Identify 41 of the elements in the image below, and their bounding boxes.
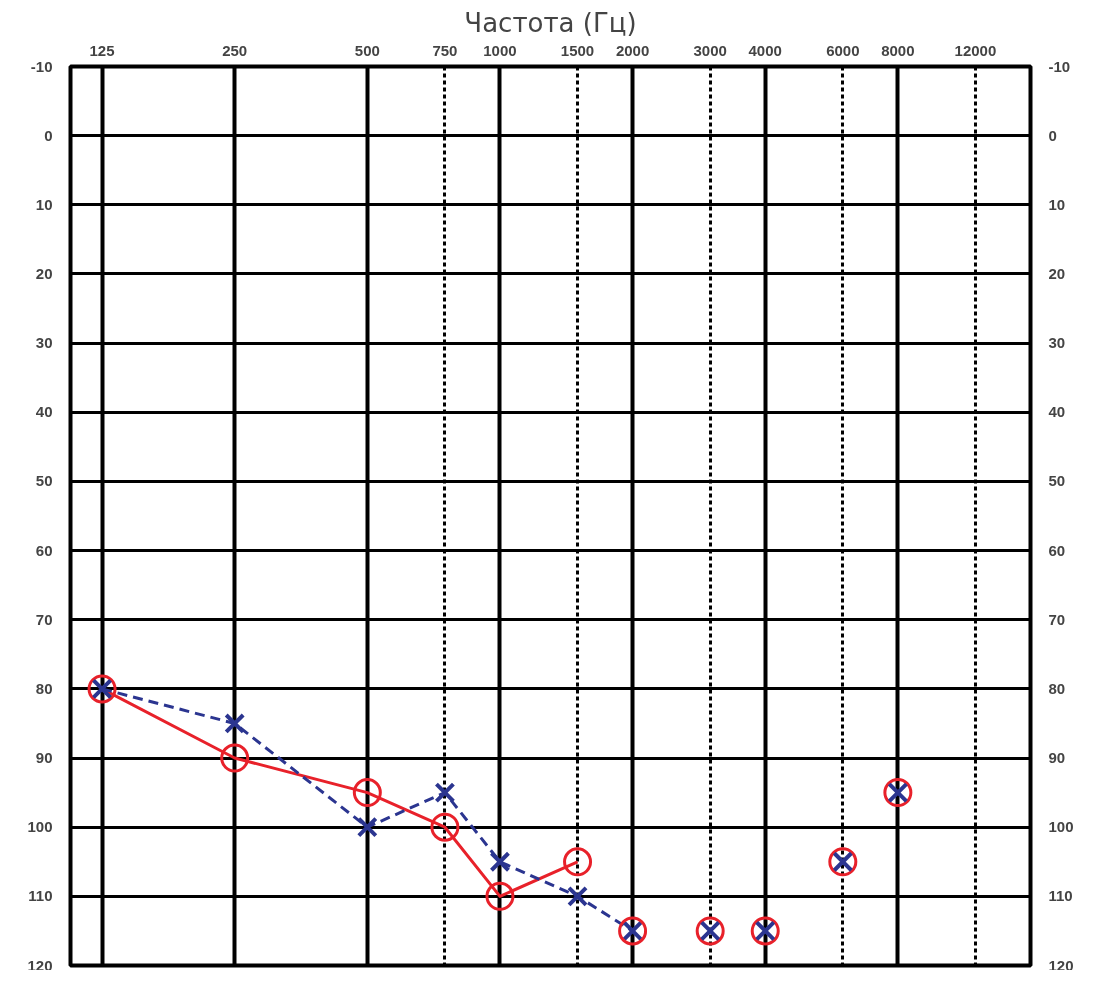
x-tick-label: 1500 xyxy=(560,41,595,59)
x-tick-label: 6000 xyxy=(826,41,860,59)
y-tick-label: 30 xyxy=(35,334,53,352)
y-tick-label: 120 xyxy=(27,956,53,974)
y-tick-label: 40 xyxy=(35,403,53,421)
y2-tick-label: 10 xyxy=(1048,195,1066,213)
y2-tick-label: 80 xyxy=(1048,679,1066,697)
y-tick-label: 50 xyxy=(35,472,53,490)
y2-tick-label: 120 xyxy=(1048,956,1074,974)
y-tick-label: -10 xyxy=(30,57,53,75)
x-tick-label: 1000 xyxy=(483,41,517,59)
y2-tick-label: 50 xyxy=(1048,472,1066,490)
y-tick-label: 100 xyxy=(27,818,53,836)
x-tick-label: 125 xyxy=(89,41,115,59)
x-tick-label: 12000 xyxy=(954,41,997,59)
y2-tick-label: 70 xyxy=(1048,610,1066,628)
y2-tick-label: 40 xyxy=(1048,403,1066,421)
x-tick-label: 3000 xyxy=(693,41,727,59)
y-tick-label: 80 xyxy=(35,679,53,697)
x-tick-label: 4000 xyxy=(748,41,782,59)
x-tick-label: 250 xyxy=(222,41,248,59)
y2-tick-label: 0 xyxy=(1048,126,1057,144)
y-tick-label: 90 xyxy=(35,749,53,767)
y2-tick-label: 90 xyxy=(1048,749,1066,767)
x-tick-label: 2000 xyxy=(615,41,650,59)
y-tick-label: 110 xyxy=(28,887,53,905)
y-tick-label: 10 xyxy=(35,195,53,213)
y2-tick-label: -10 xyxy=(1048,57,1071,75)
y2-tick-label: 30 xyxy=(1048,334,1066,352)
y2-tick-label: 20 xyxy=(1048,264,1066,282)
y-tick-label: 60 xyxy=(35,541,53,559)
y2-tick-label: 110 xyxy=(1048,887,1073,905)
x-tick-label: 8000 xyxy=(881,41,915,59)
y2-tick-label: 100 xyxy=(1048,818,1074,836)
x-tick-label: 750 xyxy=(432,41,458,59)
chart-title: Частота (Гц) xyxy=(464,7,637,38)
y-tick-label: 20 xyxy=(35,264,53,282)
x-tick-label: 500 xyxy=(354,41,380,59)
y-tick-label: 70 xyxy=(35,610,53,628)
y2-tick-label: 60 xyxy=(1048,541,1066,559)
y-tick-label: 0 xyxy=(44,126,53,144)
